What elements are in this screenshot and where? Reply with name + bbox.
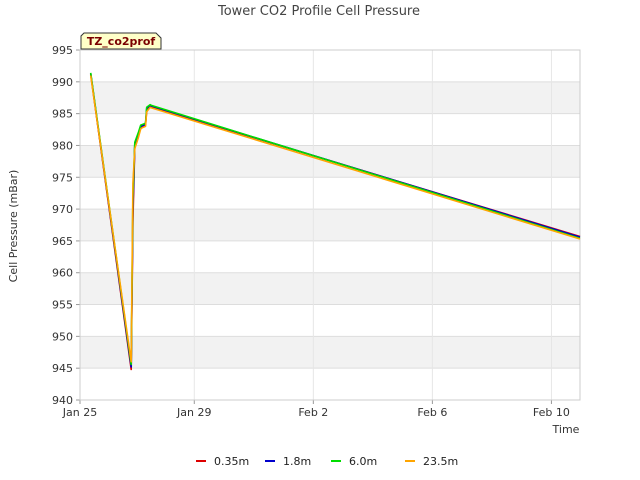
- legend-label: 23.5m: [423, 455, 458, 468]
- legend-label: 6.0m: [349, 455, 377, 468]
- badge-box: [80, 32, 162, 50]
- y-tick-label: 990: [52, 76, 73, 89]
- x-tick-label: Feb 2: [298, 406, 328, 419]
- y-tick-label: 995: [52, 44, 73, 57]
- y-tick-label: 960: [52, 267, 73, 280]
- badge: TZ_co2prof: [80, 32, 162, 50]
- grid-band: [80, 209, 580, 241]
- y-tick-label: 940: [52, 394, 73, 407]
- y-tick-label: 945: [52, 362, 73, 375]
- x-tick-label: Jan 29: [176, 406, 211, 419]
- x-tick-label: Feb 10: [533, 406, 570, 419]
- x-tick-label: Feb 6: [417, 406, 447, 419]
- plot-background: [80, 50, 580, 400]
- x-axis: Jan 25 Jan 29 Feb 2 Feb 6 Feb 10: [62, 49, 581, 419]
- legend-label: 1.8m: [283, 455, 311, 468]
- legend: 0.35m 1.8m 6.0m 23.5m: [196, 455, 458, 468]
- series-line-23.5m: [89, 75, 581, 363]
- y-tick-label: 970: [52, 203, 73, 216]
- y-tick-label: 975: [52, 171, 73, 184]
- chart-title: Tower CO2 Profile Cell Pressure: [217, 4, 420, 19]
- y-tick-label: 965: [52, 235, 73, 248]
- y-axis-label: Cell Pressure (mBar): [7, 170, 20, 283]
- y-tick-label: 950: [52, 330, 73, 343]
- x-axis-label: Time: [552, 423, 580, 436]
- y-tick-label: 955: [52, 299, 73, 312]
- legend-label: 0.35m: [214, 455, 249, 468]
- grid-band: [80, 272, 580, 305]
- badge-label: TZ_co2prof: [87, 35, 156, 48]
- series-lines: [89, 72, 581, 371]
- x-tick-label: Jan 25: [62, 406, 97, 419]
- grid-band: [80, 336, 580, 369]
- y-tick-label: 980: [52, 139, 73, 152]
- plot-border: [79, 49, 581, 401]
- y-tick-label: 985: [52, 108, 73, 121]
